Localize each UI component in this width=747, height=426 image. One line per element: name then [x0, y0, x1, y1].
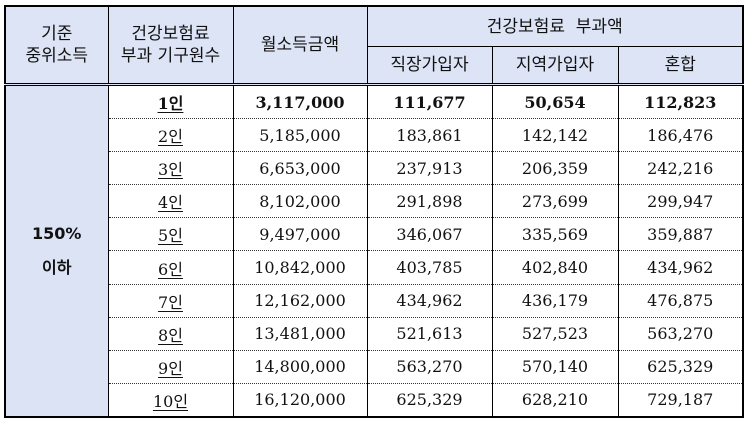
- group-label-line2: 이하: [42, 258, 72, 277]
- monthly-income-cell: 6,653,000: [232, 151, 368, 186]
- table-row: 6인 10,842,000 403,785 402,840 434,962: [5, 250, 744, 285]
- mixed-premium-cell: 434,962: [617, 250, 744, 285]
- mixed-premium-cell: 625,329: [617, 350, 744, 384]
- table-row: 3인 6,653,000 237,913 206,359 242,216: [5, 151, 744, 186]
- mixed-premium-cell: 563,270: [617, 317, 744, 351]
- employee-premium-cell: 434,962: [366, 284, 493, 318]
- regional-premium-cell: 142,142: [491, 118, 619, 153]
- regional-premium-cell: 206,359: [491, 151, 619, 186]
- regional-premium-cell: 50,654: [491, 84, 619, 120]
- header-household-members: 건강보험료 부과 기구원수: [107, 5, 234, 86]
- employee-premium-cell: 521,613: [366, 317, 493, 351]
- household-size-cell: 1인: [107, 84, 234, 120]
- header-household-line2: 부과 기구원수: [120, 46, 221, 66]
- mixed-premium-cell: 476,875: [617, 284, 744, 318]
- household-size-cell: 9인: [107, 350, 234, 384]
- table-row: 5인 9,497,000 346,067 335,569 359,887: [5, 217, 744, 252]
- table-row: 4인 8,102,000 291,898 273,699 299,947: [5, 184, 744, 219]
- table-row: 2인 5,185,000 183,861 142,142 186,476: [5, 118, 744, 153]
- regional-premium-cell: 273,699: [491, 184, 619, 219]
- table-row: 150% 이하 1인 3,117,000 111,677 50,654 112,…: [4, 84, 744, 417]
- household-size-cell: 4인: [107, 184, 234, 219]
- monthly-income-cell: 8,102,000: [232, 184, 368, 219]
- household-size-cell: 3인: [107, 151, 234, 186]
- mixed-premium-cell: 729,187: [617, 383, 744, 417]
- monthly-income-cell: 3,117,000: [232, 84, 368, 120]
- employee-premium-cell: 563,270: [366, 350, 493, 384]
- header-baseline-line2: 중위소득: [25, 46, 89, 66]
- mixed-premium-cell: 242,216: [617, 151, 744, 186]
- table-row: 10인 16,120,000 625,329 628,210 729,187: [5, 383, 744, 417]
- regional-premium-cell: 436,179: [491, 284, 619, 318]
- employee-premium-cell: 346,067: [366, 217, 493, 252]
- header-employee: 직장가입자: [366, 46, 493, 86]
- header-premium-group: 건강보험료 부과액: [366, 5, 744, 47]
- income-group-label: 150% 이하: [4, 84, 109, 417]
- mixed-premium-cell: 299,947: [617, 184, 744, 219]
- table-row: 9인 14,800,000 563,270 570,140 625,329: [5, 350, 744, 384]
- household-size-cell: 6인: [107, 250, 234, 285]
- monthly-income-cell: 10,842,000: [232, 250, 368, 285]
- header-baseline-income: 기준 중위소득: [4, 5, 109, 86]
- monthly-income-cell: 5,185,000: [232, 118, 368, 153]
- header-mixed: 혼합: [617, 46, 744, 86]
- employee-premium-cell: 183,861: [366, 118, 493, 153]
- household-size-cell: 10인: [107, 383, 234, 417]
- employee-premium-cell: 111,677: [366, 84, 493, 120]
- regional-premium-cell: 402,840: [491, 250, 619, 285]
- header-household-line1: 건강보험료: [131, 24, 210, 44]
- regional-premium-cell: 527,523: [491, 317, 619, 351]
- employee-premium-cell: 291,898: [366, 184, 493, 219]
- header-monthly-income: 월소득금액: [232, 5, 368, 86]
- header-baseline-line1: 기준: [41, 24, 73, 44]
- monthly-income-cell: 13,481,000: [232, 317, 368, 351]
- monthly-income-cell: 16,120,000: [232, 383, 368, 417]
- header-regional: 지역가입자: [491, 46, 619, 86]
- monthly-income-cell: 12,162,000: [232, 284, 368, 318]
- household-size-cell: 7인: [107, 284, 234, 318]
- mixed-premium-cell: 186,476: [617, 118, 744, 153]
- regional-premium-cell: 335,569: [491, 217, 619, 252]
- household-size-cell: 2인: [107, 118, 234, 153]
- household-size-cell: 5인: [107, 217, 234, 252]
- household-size-cell: 8인: [107, 317, 234, 351]
- health-insurance-premium-table: 기준 중위소득 건강보험료 부과 기구원수 월소득금액 건강보험료 부과액 직장…: [4, 5, 744, 418]
- mixed-premium-cell: 359,887: [617, 217, 744, 252]
- mixed-premium-cell: 112,823: [617, 84, 744, 120]
- employee-premium-cell: 237,913: [366, 151, 493, 186]
- monthly-income-cell: 9,497,000: [232, 217, 368, 252]
- regional-premium-cell: 628,210: [491, 383, 619, 417]
- employee-premium-cell: 625,329: [366, 383, 493, 417]
- regional-premium-cell: 570,140: [491, 350, 619, 384]
- monthly-income-cell: 14,800,000: [232, 350, 368, 384]
- table-row: 7인 12,162,000 434,962 436,179 476,875: [5, 284, 744, 318]
- table-row: 8인 13,481,000 521,613 527,523 563,270: [5, 317, 744, 351]
- employee-premium-cell: 403,785: [366, 250, 493, 285]
- group-label-line1: 150%: [32, 224, 82, 243]
